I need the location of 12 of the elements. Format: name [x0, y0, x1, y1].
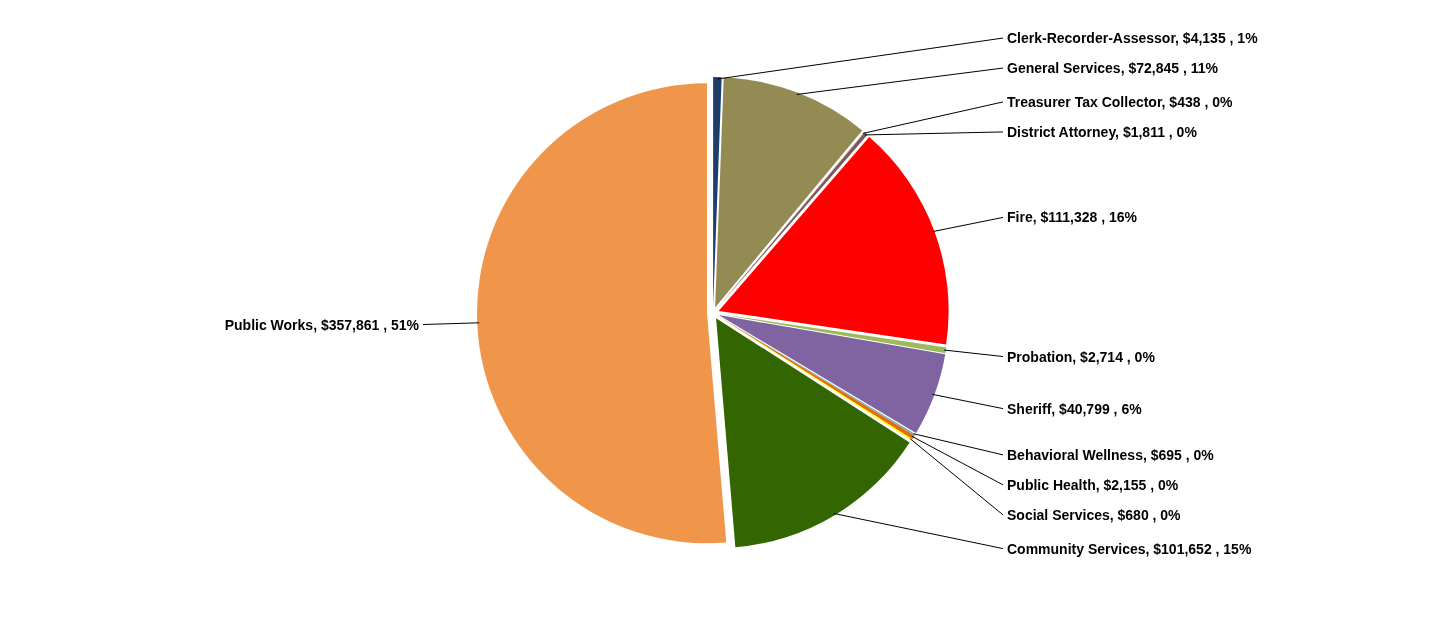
slice-label: Public Works, $357,861 , 51% — [224, 316, 420, 333]
slice-label: Community Services, $101,652 , 15% — [1007, 540, 1252, 557]
slice-label: Treasurer Tax Collector, $438 , 0% — [1007, 93, 1233, 110]
slice-label: Social Services, $680 , 0% — [1007, 506, 1182, 523]
slice-label: Probation, $2,714 , 0% — [1007, 348, 1156, 365]
slice-label: General Services, $72,845 , 11% — [1007, 60, 1219, 77]
slice-label: Public Health, $2,155 , 0% — [1007, 476, 1179, 493]
slice-label: Behavioral Wellness, $695 , 0% — [1007, 446, 1215, 463]
slice-label: Clerk-Recorder-Assessor, $4,135 , 1% — [1007, 30, 1259, 47]
slice-label: Sheriff, $40,799 , 6% — [1007, 400, 1143, 417]
slice-label: District Attorney, $1,811 , 0% — [1007, 123, 1198, 140]
slice-label: Fire, $111,328 , 16% — [1007, 209, 1138, 226]
